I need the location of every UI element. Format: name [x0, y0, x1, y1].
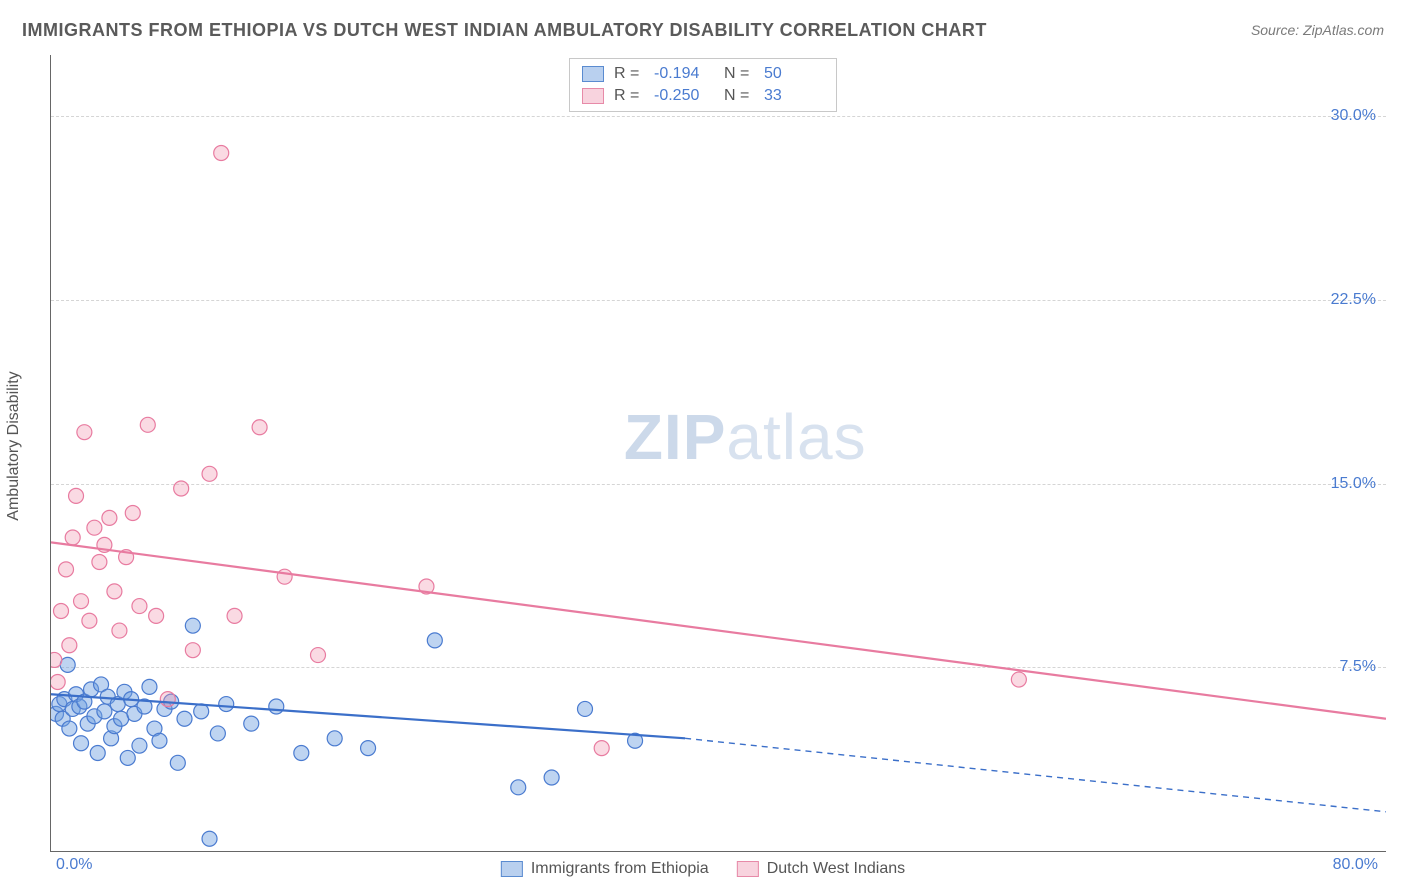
- n-label: N =: [724, 65, 754, 83]
- n-value-blue: 50: [764, 65, 824, 83]
- swatch-pink-icon: [582, 88, 604, 104]
- legend-item-pink: Dutch West Indians: [737, 860, 905, 878]
- x-tick-min: 0.0%: [56, 856, 92, 874]
- chart-svg: [51, 55, 1386, 851]
- r-value-blue: -0.194: [654, 65, 714, 83]
- x-tick-max: 80.0%: [1333, 856, 1378, 874]
- n-value-pink: 33: [764, 87, 824, 105]
- legend-row-pink: R = -0.250 N = 33: [582, 85, 824, 107]
- legend-series: Immigrants from Ethiopia Dutch West Indi…: [501, 860, 905, 878]
- source-attribution: Source: ZipAtlas.com: [1251, 22, 1384, 38]
- legend-item-blue: Immigrants from Ethiopia: [501, 860, 709, 878]
- legend-correlation: R = -0.194 N = 50 R = -0.250 N = 33: [569, 58, 837, 112]
- legend-row-blue: R = -0.194 N = 50: [582, 63, 824, 85]
- r-label: R =: [614, 65, 644, 83]
- n-label: N =: [724, 87, 754, 105]
- swatch-blue-icon: [582, 66, 604, 82]
- r-label: R =: [614, 87, 644, 105]
- chart-title: IMMIGRANTS FROM ETHIOPIA VS DUTCH WEST I…: [22, 20, 987, 41]
- swatch-pink-icon: [737, 861, 759, 877]
- swatch-blue-icon: [501, 861, 523, 877]
- y-axis-label: Ambulatory Disability: [5, 371, 23, 520]
- legend-label-blue: Immigrants from Ethiopia: [531, 860, 709, 878]
- legend-label-pink: Dutch West Indians: [767, 860, 905, 878]
- plot-area: ZIPatlas 7.5%15.0%22.5%30.0%: [50, 55, 1386, 852]
- r-value-pink: -0.250: [654, 87, 714, 105]
